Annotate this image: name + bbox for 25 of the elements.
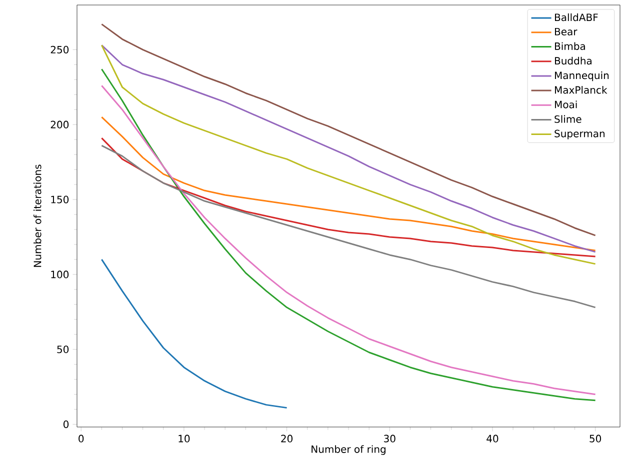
y-tick-label: 0: [64, 420, 69, 428]
legend-label: Superman: [554, 130, 604, 140]
x-tick-label: 50: [590, 434, 602, 442]
legend-label: Buddha: [555, 56, 592, 65]
x-tick-label: 0: [78, 434, 84, 442]
y-tick-label: 50: [57, 346, 69, 354]
y-tick-label: 150: [51, 196, 69, 204]
legend-label: Mannequin: [555, 71, 609, 82]
y-axis-title: Number of iterations: [34, 164, 42, 267]
y-tick-label: 250: [50, 46, 69, 54]
line-series: [100, 144, 596, 308]
x-tick-label: 30: [384, 434, 396, 442]
legend-label: Slime: [554, 115, 582, 123]
legend-label: Moai: [555, 100, 577, 108]
legend-label: BalldABF: [555, 13, 598, 22]
legend-label: MaxPlanck: [555, 86, 608, 94]
y-tick-label: 200: [50, 120, 69, 128]
x-tick-label: 40: [486, 434, 498, 442]
legend-label: Bear: [555, 28, 578, 36]
x-tick-label: 10: [178, 434, 190, 442]
x-axis-title: Number of ring: [312, 445, 386, 455]
x-tick-label: 20: [281, 434, 292, 442]
line-series: [100, 258, 288, 409]
y-tick-label: 100: [51, 270, 69, 278]
legend-label: Bimba: [555, 42, 585, 50]
